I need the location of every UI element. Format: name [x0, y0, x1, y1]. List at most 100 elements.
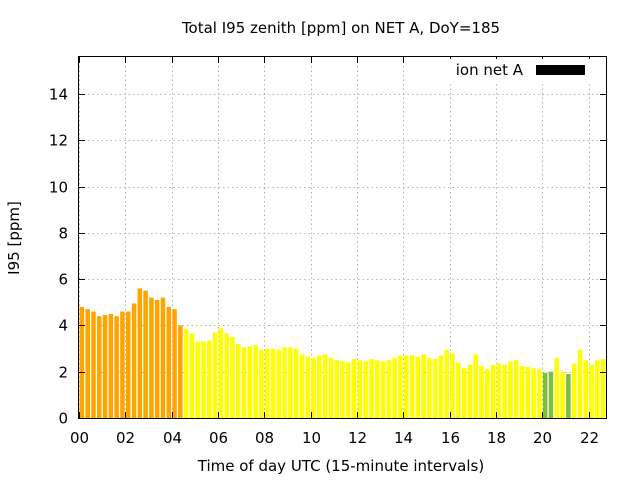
bar: [108, 313, 114, 418]
grid-lines: [79, 57, 606, 419]
bar: [537, 369, 542, 418]
y-tick-label: 10: [49, 179, 68, 197]
bar: [595, 360, 600, 418]
bar: [317, 355, 322, 418]
bar: [149, 297, 154, 418]
bar: [154, 299, 160, 418]
bar: [456, 362, 461, 418]
bar: [363, 361, 368, 418]
bar: [137, 288, 143, 418]
bar: [131, 303, 137, 418]
bar: [548, 371, 554, 418]
bar: [201, 341, 206, 418]
bar: [212, 332, 218, 418]
bar: [461, 368, 467, 418]
bar: [415, 356, 421, 418]
bar: [386, 360, 392, 418]
bar: [322, 354, 328, 418]
x-tick-label: 04: [163, 429, 182, 447]
bar: [259, 349, 264, 418]
x-tick-label: 12: [348, 429, 367, 447]
bar: [380, 361, 386, 418]
bar: [97, 316, 102, 418]
bar: [496, 363, 502, 418]
bar: [166, 306, 172, 418]
bar: [479, 365, 484, 418]
bar: [502, 364, 507, 418]
bar: [473, 354, 478, 418]
legend-swatch: [536, 65, 585, 75]
bar: [490, 364, 496, 418]
bar: [444, 349, 449, 418]
chart-title: Total I95 zenith [ppm] on NET A, DoY=185: [181, 19, 500, 37]
bar: [531, 368, 536, 418]
bar: [525, 367, 531, 418]
x-tick-label: 16: [441, 429, 460, 447]
bar: [299, 354, 305, 418]
bar: [270, 348, 276, 418]
bar: [369, 358, 374, 418]
bar: [143, 290, 148, 418]
x-tick-label: 06: [209, 429, 228, 447]
bar: [125, 311, 131, 418]
bar: [102, 315, 108, 418]
bar: [282, 347, 287, 418]
bar: [328, 357, 334, 418]
y-tick-label: 4: [58, 317, 68, 335]
bar: [236, 343, 241, 418]
bar: [264, 348, 270, 418]
bar-group: [79, 288, 606, 419]
bar: [577, 349, 583, 418]
bar: [189, 333, 195, 418]
bar: [288, 347, 293, 418]
bar: [79, 306, 85, 418]
y-axis-label: I95 [ppm]: [5, 201, 23, 275]
plot-frame: [78, 56, 607, 419]
bar: [160, 297, 166, 418]
x-tick-label: 08: [255, 429, 274, 447]
x-tick-label: 14: [394, 429, 413, 447]
bar: [485, 369, 490, 418]
bar: [542, 372, 548, 419]
bar: [432, 358, 438, 418]
x-tick-label: 22: [580, 429, 599, 447]
bar: [566, 374, 571, 418]
bar: [311, 357, 316, 418]
bar: [253, 345, 258, 418]
legend-background: [446, 59, 596, 81]
bar: [91, 311, 96, 418]
x-tick-label: 10: [302, 429, 321, 447]
bar: [230, 337, 235, 418]
bar: [85, 309, 90, 418]
legend: ion net A: [446, 59, 596, 81]
bar: [183, 328, 189, 418]
bar: [351, 358, 357, 418]
x-tick-label: 02: [116, 429, 135, 447]
bar: [392, 357, 397, 418]
bar: [218, 327, 224, 418]
bar: [114, 316, 119, 418]
x-axis-label: Time of day UTC (15-minute intervals): [197, 457, 484, 475]
bar: [589, 364, 594, 418]
bar: [554, 357, 560, 418]
bar: [398, 355, 403, 418]
bar: [438, 355, 444, 418]
bar: [293, 348, 299, 418]
bar: [450, 353, 455, 418]
bar: [513, 360, 519, 418]
x-tick-label: 18: [487, 429, 506, 447]
bar: [374, 360, 380, 418]
bar: [247, 346, 253, 418]
bar: [224, 333, 229, 418]
y-tick-label: 12: [49, 132, 68, 150]
bar: [357, 360, 363, 418]
bar: [207, 340, 212, 418]
bar: [519, 365, 525, 418]
bar: [340, 361, 345, 418]
legend-label: ion net A: [456, 61, 524, 79]
bar: [241, 347, 247, 418]
bar: [403, 355, 409, 418]
y-tick-label: 8: [58, 225, 68, 243]
